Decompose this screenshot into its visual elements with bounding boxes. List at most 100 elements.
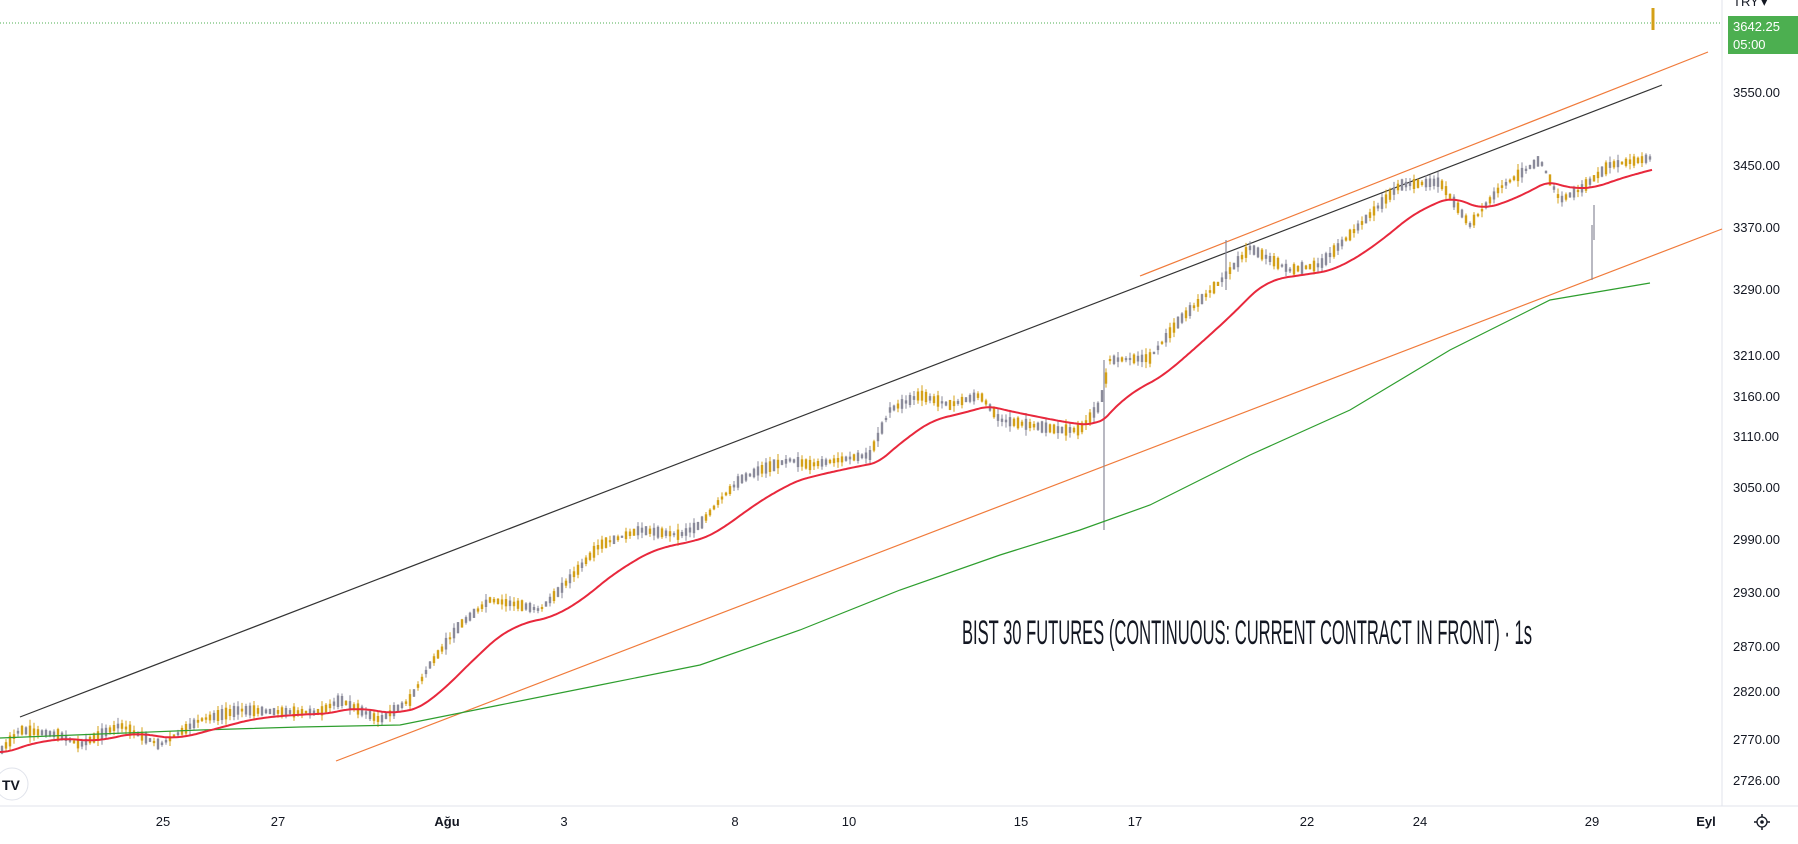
candle-body [120, 723, 124, 729]
candle-body [1160, 341, 1164, 344]
candle-body [832, 458, 836, 464]
ema-short-line[interactable] [0, 168, 1653, 753]
candle-body [868, 450, 872, 460]
candle-body [1524, 168, 1528, 171]
candle-body [1060, 426, 1064, 434]
price-axis[interactable]: 3550.00 3450.00 3370.00 3290.00 3210.00 3160.… [1733, 85, 1780, 788]
candle-body [428, 661, 432, 669]
candle-body [732, 484, 736, 488]
candle-body [1072, 427, 1076, 433]
chart-title-watermark: BIST 30 FUTURES (CONTINUOUS: CURRENT CON… [962, 614, 1532, 652]
candle-body [8, 735, 12, 747]
candle-body [1088, 412, 1092, 423]
candle-body [840, 456, 844, 463]
candle-body [1276, 257, 1280, 269]
candle-body [568, 574, 572, 584]
candle-body [1112, 355, 1116, 364]
candle-body [1492, 191, 1496, 200]
candle-body [636, 526, 640, 536]
candle-body [1228, 267, 1232, 274]
candle-body [788, 458, 792, 462]
trendline[interactable] [19, 84, 1663, 718]
candle-body [12, 734, 16, 739]
candle-body [1576, 189, 1580, 193]
candle-body [1200, 294, 1204, 305]
candle-body [380, 715, 384, 723]
candle-body [1196, 299, 1200, 307]
candle-body [816, 461, 820, 467]
candle-body [224, 707, 228, 720]
candle-body [864, 452, 868, 459]
candle-body [216, 710, 220, 721]
candle-body [1448, 193, 1452, 199]
candle-body [240, 708, 244, 712]
candle-body [1324, 253, 1328, 265]
candle-body [944, 401, 948, 406]
candle-body [1460, 209, 1464, 218]
ema-long-line[interactable] [0, 282, 1651, 739]
candle-body [1468, 223, 1472, 227]
candle-body [808, 459, 812, 471]
candle-body [828, 459, 832, 464]
candle-body [1568, 192, 1572, 198]
candle-body [168, 736, 172, 742]
candle-body [1504, 182, 1508, 186]
candle-body [92, 733, 96, 743]
candle-body [20, 725, 24, 735]
candle-body [1348, 229, 1352, 241]
channel-lower-line[interactable] [335, 228, 1723, 762]
candle-body [1080, 422, 1084, 433]
candle-body [24, 727, 28, 735]
candle-body [1648, 156, 1652, 160]
candle-body [1376, 205, 1380, 209]
candle-body [388, 710, 392, 717]
candle-body [1536, 156, 1540, 167]
x-tick-label: 24 [1413, 814, 1427, 829]
candle-body [488, 597, 492, 603]
candle-body [1140, 354, 1144, 363]
gear-icon[interactable] [1754, 814, 1770, 830]
candle-body [1252, 245, 1256, 255]
candle-body [1300, 262, 1304, 274]
last-price-badge [1728, 16, 1798, 54]
currency-label[interactable]: TRY [1733, 0, 1759, 9]
chevron-down-icon[interactable]: ▾ [1761, 0, 1768, 9]
candle-body [924, 391, 928, 403]
candle-body [400, 702, 404, 708]
candle-body [900, 399, 904, 409]
candle-body [1436, 177, 1440, 187]
y-tick-label: 3450.00 [1733, 158, 1780, 173]
candle-body [768, 461, 772, 472]
candle-body [1280, 264, 1284, 267]
candle-body [1532, 159, 1536, 169]
candle-body [1400, 179, 1404, 191]
candle-body [692, 522, 696, 534]
candle-body [912, 396, 916, 400]
candle-body [720, 496, 724, 500]
candle-body [320, 706, 324, 716]
candle-body [496, 598, 500, 604]
candle-body [1124, 358, 1128, 361]
candle-body [192, 719, 196, 728]
candle-body [640, 527, 644, 533]
candle-body [888, 407, 892, 413]
candle-body [220, 709, 224, 721]
time-axis[interactable]: 25 27 Ağu 3 8 10 15 17 22 24 29 Eyl [156, 814, 1716, 829]
candle-body [688, 527, 692, 533]
candle-body [384, 713, 388, 719]
candle-body [652, 527, 656, 536]
candle-body [604, 537, 608, 548]
candle-body [644, 526, 648, 536]
candle-body [1476, 214, 1480, 217]
candle-body [552, 591, 556, 601]
candle-body [1552, 186, 1556, 190]
candle-body [836, 458, 840, 463]
candle-body [824, 459, 828, 465]
candle-body [44, 730, 48, 737]
y-tick-label: 3550.00 [1733, 85, 1780, 100]
candle-body [1632, 156, 1636, 166]
channel-upper-line[interactable] [1139, 51, 1709, 277]
candle-body [1156, 345, 1160, 351]
candle-body [740, 474, 744, 484]
